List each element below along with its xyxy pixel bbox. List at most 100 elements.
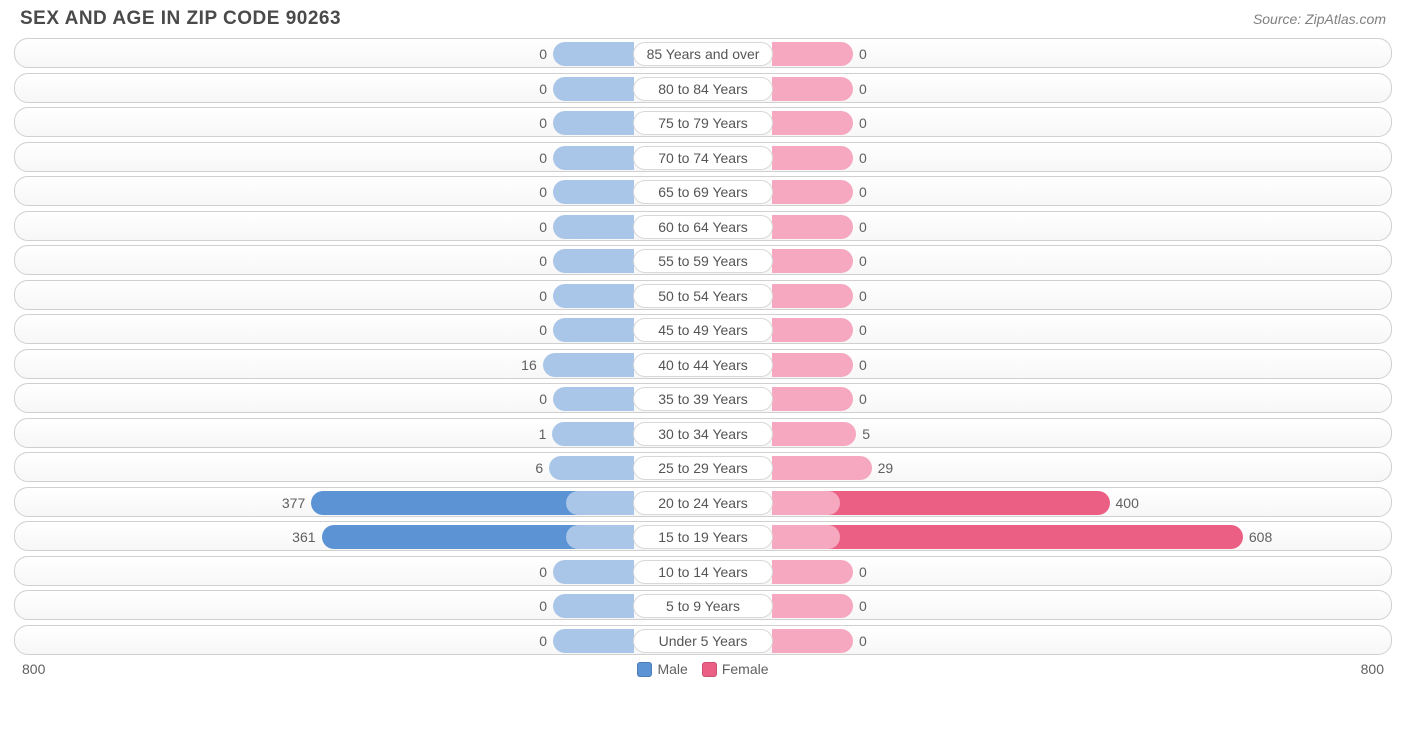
female-min-bar <box>772 353 840 377</box>
category-label: 20 to 24 Years <box>633 491 773 515</box>
chart-row: 15 to 19 Years 361 608 <box>14 521 1392 551</box>
legend-female: Female <box>702 661 769 677</box>
female-min-bar <box>772 594 840 618</box>
category-label: 75 to 79 Years <box>633 111 773 135</box>
category-label: 85 Years and over <box>633 42 773 66</box>
category-label: 25 to 29 Years <box>633 456 773 480</box>
chart-row: 35 to 39 Years 0 0 <box>14 383 1392 413</box>
female-value: 0 <box>859 281 867 311</box>
male-value: 0 <box>539 143 547 173</box>
source-label: Source: ZipAtlas.com <box>1253 11 1386 27</box>
chart-row: 20 to 24 Years377400 <box>14 487 1392 517</box>
male-min-bar <box>566 180 634 204</box>
female-min-bar <box>772 215 840 239</box>
male-min-bar <box>566 318 634 342</box>
female-min-bar <box>772 180 840 204</box>
female-value: 0 <box>859 591 867 621</box>
female-value: 0 <box>859 315 867 345</box>
male-value: 0 <box>539 212 547 242</box>
male-value: 0 <box>539 281 547 311</box>
category-label: 15 to 19 Years <box>633 525 773 549</box>
male-swatch-icon <box>637 662 652 677</box>
female-min-bar <box>772 525 840 549</box>
legend-male: Male <box>637 661 687 677</box>
female-value: 0 <box>859 39 867 69</box>
male-min-bar <box>566 491 634 515</box>
male-value: 0 <box>539 315 547 345</box>
female-min-bar <box>772 456 840 480</box>
chart-row: 65 to 69 Years 0 0 <box>14 176 1392 206</box>
female-value: 0 <box>859 212 867 242</box>
female-value: 0 <box>859 246 867 276</box>
female-min-bar <box>772 560 840 584</box>
female-value: 0 <box>859 143 867 173</box>
category-label: 5 to 9 Years <box>633 594 773 618</box>
female-value: 0 <box>859 108 867 138</box>
category-label: 70 to 74 Years <box>633 146 773 170</box>
axis-left-max: 800 <box>22 661 45 677</box>
female-value: 0 <box>859 177 867 207</box>
category-label: 65 to 69 Years <box>633 180 773 204</box>
male-value: 0 <box>539 384 547 414</box>
female-min-bar <box>772 284 840 308</box>
female-value: 0 <box>859 350 867 380</box>
chart-row: 70 to 74 Years 0 0 <box>14 142 1392 172</box>
chart-row: 25 to 29 Years 6 29 <box>14 452 1392 482</box>
male-min-bar <box>566 77 634 101</box>
legend-male-label: Male <box>657 661 687 677</box>
female-value: 29 <box>878 453 894 483</box>
male-value: 0 <box>539 74 547 104</box>
male-value: 16 <box>521 350 537 380</box>
chart-row: 75 to 79 Years 0 0 <box>14 107 1392 137</box>
female-min-bar <box>772 249 840 273</box>
male-value: 0 <box>539 108 547 138</box>
male-min-bar <box>566 594 634 618</box>
axis-right-max: 800 <box>1361 661 1384 677</box>
male-min-bar <box>566 387 634 411</box>
chart-row: 45 to 49 Years00 <box>14 314 1392 344</box>
male-value: 0 <box>539 177 547 207</box>
female-bar <box>785 525 1243 549</box>
category-label: 30 to 34 Years <box>633 422 773 446</box>
female-value: 0 <box>859 557 867 587</box>
chart-row: 55 to 59 Years 0 0 <box>14 245 1392 275</box>
male-min-bar <box>566 146 634 170</box>
female-min-bar <box>772 77 840 101</box>
male-min-bar <box>566 353 634 377</box>
male-min-bar <box>566 525 634 549</box>
category-label: 60 to 64 Years <box>633 215 773 239</box>
female-value: 0 <box>859 626 867 656</box>
female-min-bar <box>772 318 840 342</box>
category-label: Under 5 Years <box>633 629 773 653</box>
category-label: 80 to 84 Years <box>633 77 773 101</box>
chart-row: 80 to 84 Years 0 0 <box>14 73 1392 103</box>
male-value: 6 <box>535 453 543 483</box>
legend: Male Female <box>637 661 768 677</box>
female-swatch-icon <box>702 662 717 677</box>
male-min-bar <box>566 42 634 66</box>
legend-female-label: Female <box>722 661 769 677</box>
category-label: 40 to 44 Years <box>633 353 773 377</box>
chart-row: 5 to 9 Years00 <box>14 590 1392 620</box>
male-min-bar <box>566 560 634 584</box>
male-value: 1 <box>539 419 547 449</box>
category-label: 55 to 59 Years <box>633 249 773 273</box>
pyramid-chart: 85 Years and over0080 to 84 Years0075 to… <box>0 34 1406 655</box>
chart-title: SEX AND AGE IN ZIP CODE 90263 <box>20 8 341 30</box>
female-min-bar <box>772 629 840 653</box>
chart-row: 40 to 44 Years 16 0 <box>14 349 1392 379</box>
male-min-bar <box>566 629 634 653</box>
female-value: 0 <box>859 384 867 414</box>
chart-row: 85 Years and over00 <box>14 38 1392 68</box>
male-value: 361 <box>292 522 315 552</box>
female-value: 0 <box>859 74 867 104</box>
chart-row: 50 to 54 Years00 <box>14 280 1392 310</box>
female-value: 608 <box>1249 522 1272 552</box>
male-min-bar <box>566 284 634 308</box>
male-value: 0 <box>539 626 547 656</box>
category-label: 35 to 39 Years <box>633 387 773 411</box>
female-min-bar <box>772 491 840 515</box>
female-min-bar <box>772 111 840 135</box>
male-value: 0 <box>539 246 547 276</box>
chart-row: 30 to 34 Years15 <box>14 418 1392 448</box>
